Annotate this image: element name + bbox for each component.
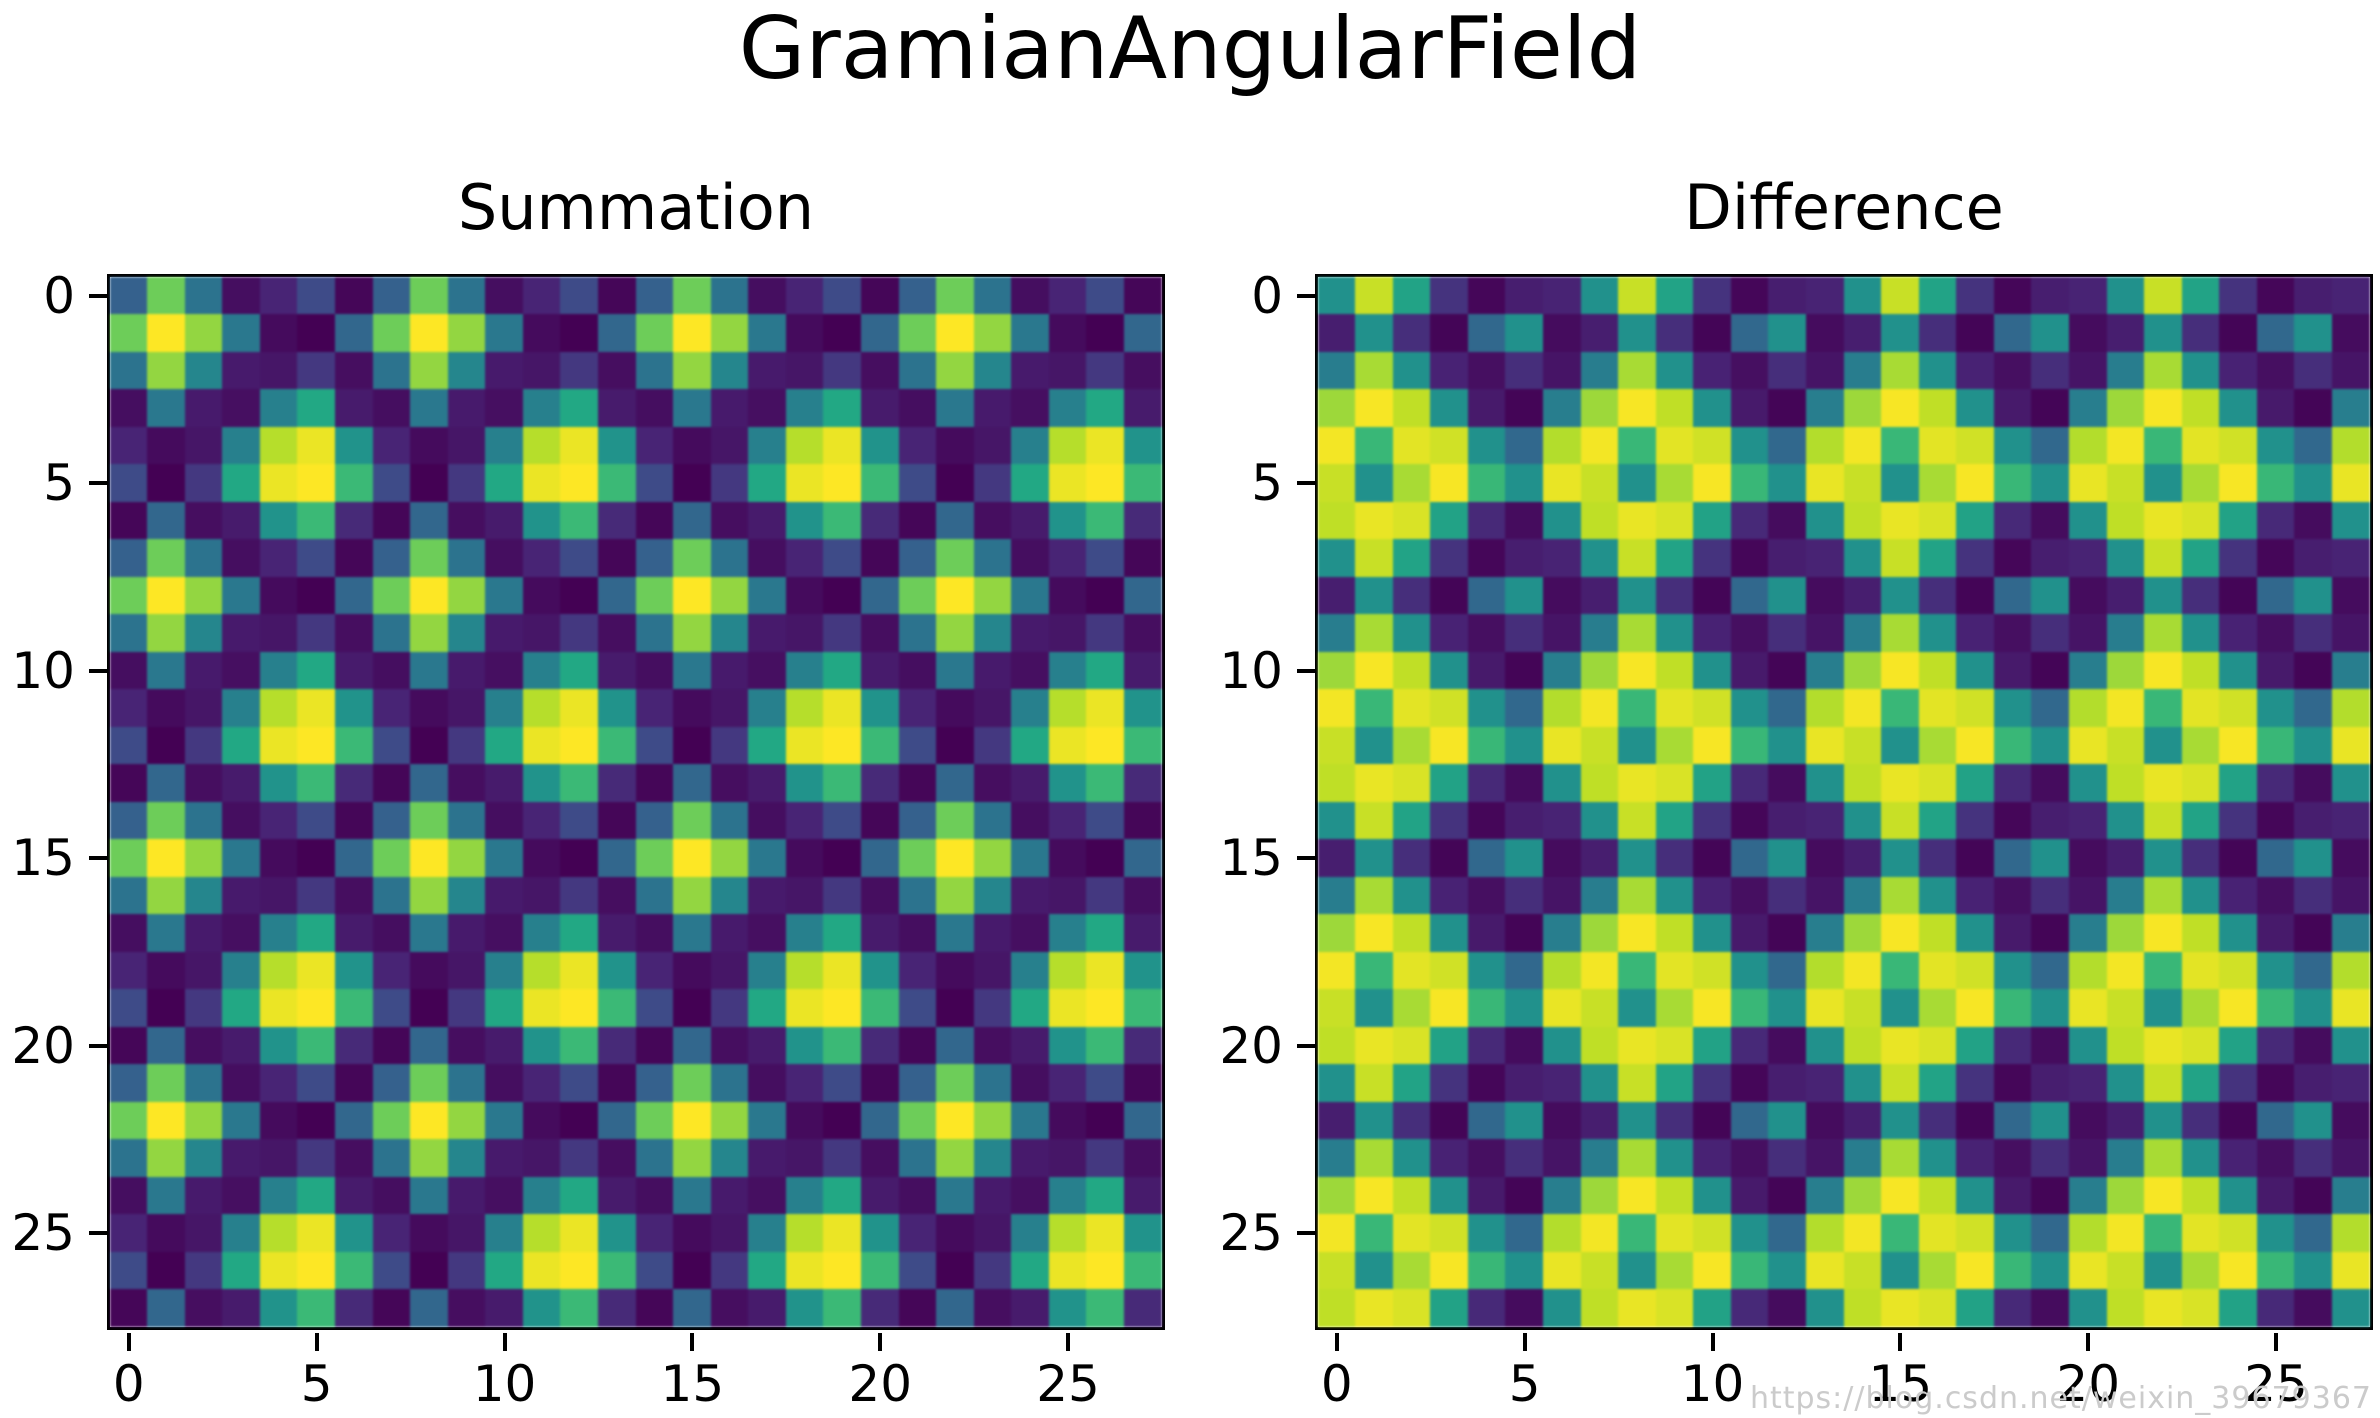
heatmap-difference-image — [1318, 277, 2370, 1327]
x-tick-label: 5 — [300, 1355, 333, 1413]
y-tick-label: 5 — [1251, 454, 1283, 513]
heatmap-summation-image — [110, 277, 1162, 1327]
x-tick-label: 15 — [660, 1355, 725, 1413]
x-tick-mark — [1334, 1333, 1339, 1351]
y-tick-mark — [1297, 1231, 1315, 1236]
y-tick-mark — [89, 1043, 107, 1048]
y-tick-label: 20 — [11, 1016, 75, 1075]
y-tick-mark — [1297, 481, 1315, 486]
x-tick-mark — [1898, 1333, 1903, 1351]
subplot-title-difference: Difference — [1684, 171, 2004, 244]
y-tick-label: 0 — [1251, 266, 1283, 325]
axes-frame — [107, 274, 1165, 1330]
watermark-text: https://blog.csdn.net/weixin_39679367 — [1749, 1381, 2372, 1416]
y-tick-mark — [1297, 1043, 1315, 1048]
x-tick-mark — [2274, 1333, 2279, 1351]
subplot-summation: Summation 0 5 10 15 20 25 0 5 10 15 20 25 — [11, 177, 1165, 1413]
x-tick-mark — [314, 1333, 319, 1351]
x-tick-label: 20 — [848, 1355, 913, 1413]
x-tick-label: 0 — [112, 1355, 145, 1413]
y-tick-mark — [89, 1231, 107, 1236]
x-tick-mark — [126, 1333, 131, 1351]
y-tick-label: 0 — [43, 266, 75, 325]
x-tick-label: 25 — [2244, 1355, 2308, 1413]
x-tick-label: 25 — [1036, 1355, 1100, 1413]
x-tick-label: 20 — [2056, 1355, 2121, 1413]
x-tick-mark — [1066, 1333, 1071, 1351]
y-tick-label: 10 — [11, 641, 75, 700]
x-tick-mark — [1710, 1333, 1715, 1351]
x-tick-mark — [878, 1333, 883, 1351]
x-tick-label: 5 — [1508, 1355, 1541, 1413]
y-tick-label: 15 — [1219, 829, 1283, 888]
y-tick-mark — [1297, 856, 1315, 861]
x-tick-mark — [690, 1333, 695, 1351]
y-tick-mark — [1297, 668, 1315, 673]
y-tick-mark — [89, 856, 107, 861]
subplot-title-summation: Summation — [457, 171, 815, 244]
x-tick-label: 15 — [1868, 1355, 1933, 1413]
y-tick-mark — [89, 668, 107, 673]
x-tick-mark — [2086, 1333, 2091, 1351]
y-tick-label: 5 — [43, 454, 75, 513]
y-tick-label: 25 — [11, 1204, 75, 1263]
y-tick-mark — [1297, 293, 1315, 298]
y-tick-label: 25 — [1219, 1204, 1283, 1263]
x-tick-mark — [1522, 1333, 1527, 1351]
x-tick-label: 10 — [472, 1355, 537, 1413]
subplot-difference: Difference 0 5 10 15 20 25 0 5 10 15 20 25 — [1219, 177, 2373, 1413]
y-tick-label: 20 — [1219, 1016, 1283, 1075]
axes-frame — [1315, 274, 2373, 1330]
y-tick-mark — [89, 481, 107, 486]
y-tick-label: 10 — [1219, 641, 1283, 700]
figure-title: GramianAngularField — [738, 0, 1642, 99]
y-tick-label: 15 — [11, 829, 75, 888]
x-tick-label: 10 — [1680, 1355, 1745, 1413]
x-tick-mark — [502, 1333, 507, 1351]
x-tick-label: 0 — [1320, 1355, 1353, 1413]
y-tick-mark — [89, 293, 107, 298]
